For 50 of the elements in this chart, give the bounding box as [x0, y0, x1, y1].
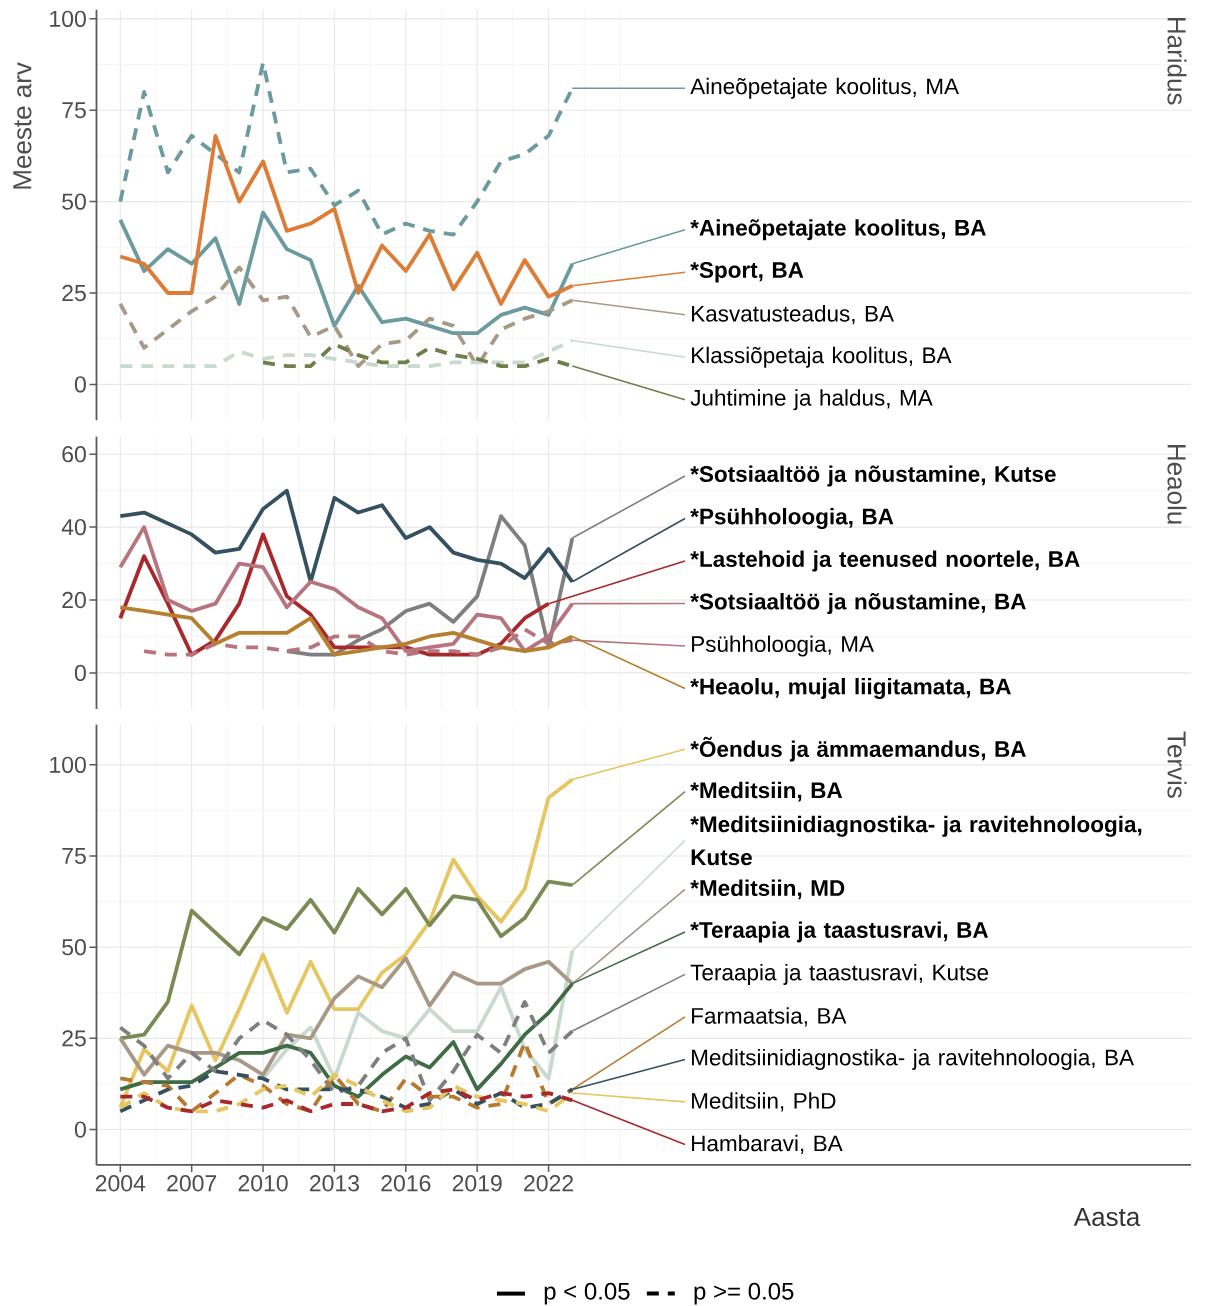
y-tick-label: 100 [50, 10, 86, 27]
x-axis-title: Aasta [1073, 1207, 1141, 1227]
text: *Sotsiaaltöö ja nõustamine, Kutse [690, 465, 1056, 487]
text: *Aineõpetajate koolitus, BA [690, 219, 986, 241]
text: Klassiõpetaja koolitus, BA [692, 346, 952, 368]
text: Haridus [1167, 18, 1187, 105]
y-tick-label: 25 [62, 1030, 86, 1047]
text: Meditsiin, PhD [692, 1092, 836, 1112]
y-tick-label: 20 [62, 591, 86, 609]
x-tick-label: 2013 [310, 1175, 359, 1192]
y-tick-label: 0 [74, 1121, 86, 1138]
y-tick-label: 60 [62, 446, 86, 463]
x-tick-label: 2010 [238, 1175, 288, 1192]
text: Tervis [1167, 731, 1187, 798]
text: Heaolu [1167, 445, 1187, 524]
text: Juhtimine ja haldus, MA [690, 389, 933, 411]
text: Farmaatsia, BA [692, 1007, 847, 1027]
text: p < 0.05 [544, 1282, 630, 1305]
y-tick-label: 0 [74, 376, 86, 393]
text: *Meditsiin, MD [690, 879, 845, 900]
y-tick-label: 0 [74, 664, 86, 682]
y-tick-label: 100 [50, 756, 86, 773]
text: *Sport, BA [690, 262, 804, 283]
text: *Lastehoid ja teenused noortele, BA [690, 550, 1080, 572]
text: Teraapia ja taastusravi, Kutse [690, 963, 989, 985]
text: *Heaolu, mujal liigitamata, BA [690, 677, 1011, 700]
x-tick-label: 2007 [167, 1175, 217, 1192]
text: *Teraapia ja taastusravi, BA [690, 921, 989, 943]
text: *Meditsiin, BA [690, 781, 843, 802]
y-tick-label: 50 [62, 939, 86, 956]
text: *Õendus ja ämmaemandus, BA [690, 736, 1026, 762]
x-tick-label: 2016 [381, 1175, 431, 1192]
y-axis-title: Meeste arv [13, 62, 32, 189]
y-tick-label: 75 [62, 102, 86, 119]
x-tick-label: 2019 [452, 1175, 502, 1192]
y-tick-label: 50 [62, 193, 86, 210]
text: Kasvatusteadus, BA [692, 305, 894, 325]
text: *Psühholoogia, BA [690, 507, 894, 530]
text: p >= 0.05 [694, 1282, 794, 1305]
text: *Meditsiinidiagnostika- ja ravitehnoloogia, Kutse [690, 815, 1142, 866]
text: Psühholoogia, MA [692, 635, 874, 657]
text: Hambaravi, BA [692, 1134, 843, 1155]
y-tick-label: 25 [62, 284, 86, 302]
y-tick-label: 75 [62, 847, 86, 865]
x-tick-label: 2022 [524, 1175, 573, 1192]
text: Aineõpetajate koolitus, MA [690, 77, 959, 99]
text: *Sotsiaaltöö ja nõustamine, BA [690, 593, 1026, 614]
text: Meditsiinidiagnostika- ja ravitehnoloogia, BA [692, 1048, 1135, 1070]
y-tick-label: 40 [61, 518, 86, 536]
x-tick-label: 2004 [95, 1175, 146, 1192]
